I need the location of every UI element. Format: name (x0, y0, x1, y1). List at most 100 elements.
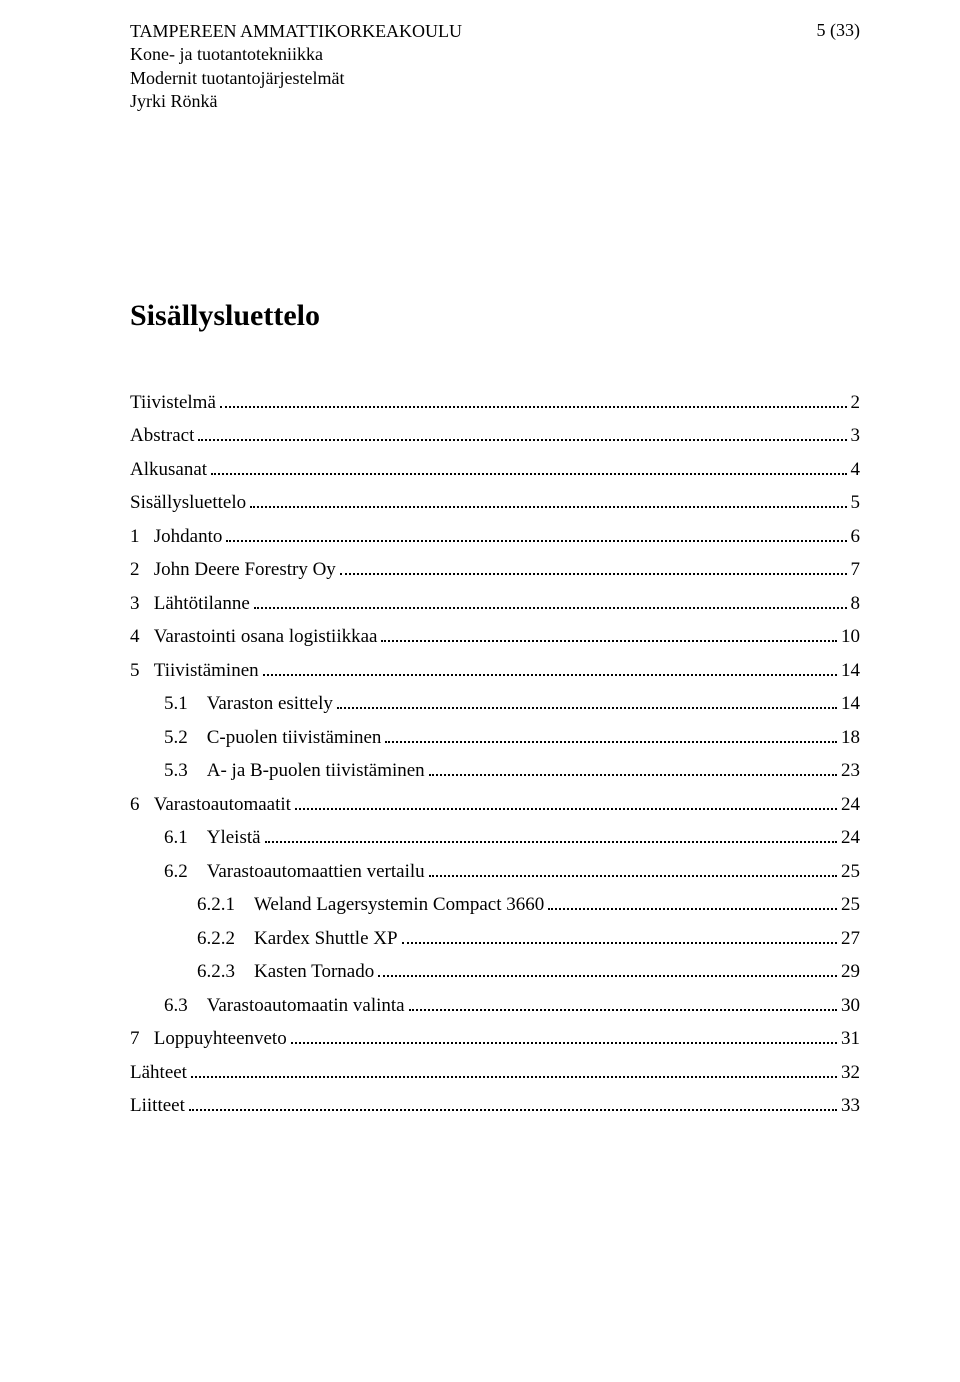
toc-row: Abstract 3 (130, 426, 860, 445)
toc-dot-leader (189, 1099, 837, 1111)
toc-row: 6.1 Yleistä 24 (130, 828, 860, 847)
toc-dot-leader (381, 630, 837, 642)
toc-row: 3 Lähtötilanne8 (130, 594, 860, 613)
toc-entry-label: Abstract (130, 426, 194, 445)
toc-entry-number: 5 (130, 661, 154, 680)
toc-row: 1 Johdanto 6 (130, 527, 860, 546)
toc-entry-page: 14 (841, 694, 860, 713)
toc-entry-label: Yleistä (207, 828, 261, 847)
toc-entry-number: 4 (130, 627, 154, 646)
toc-entry-page: 27 (841, 929, 860, 948)
toc-row: 6 Varastoautomaatit24 (130, 795, 860, 814)
toc-entry-label: Johdanto (154, 527, 223, 546)
toc-entry-number: 6.2.3 (197, 962, 254, 981)
toc-entry-page: 32 (841, 1063, 860, 1082)
toc-row: 7 Loppuyhteenveto 31 (130, 1029, 860, 1048)
table-of-contents: Tiivistelmä2Abstract3Alkusanat4Sisällysl… (130, 393, 860, 1116)
toc-dot-leader (220, 395, 847, 407)
toc-entry-page: 7 (851, 560, 861, 579)
toc-dot-leader (226, 529, 846, 541)
toc-row: 5.1 Varaston esittely 14 (130, 694, 860, 713)
toc-entry-page: 25 (841, 862, 860, 881)
toc-entry-label: A- ja B-puolen tiivistäminen (207, 761, 425, 780)
toc-row: 2 John Deere Forestry Oy7 (130, 560, 860, 579)
toc-row: 5.3 A- ja B-puolen tiivistäminen 23 (130, 761, 860, 780)
toc-dot-leader (265, 831, 837, 843)
toc-entry-number: 5.3 (164, 761, 207, 780)
toc-entry-page: 4 (851, 460, 861, 479)
page-title: Sisällysluettelo (130, 299, 860, 333)
toc-row: 5 Tiivistäminen14 (130, 661, 860, 680)
toc-dot-leader (263, 663, 837, 675)
toc-entry-label: Kasten Tornado (254, 962, 374, 981)
header-institution-block: TAMPEREEN AMMATTIKORKEAKOULU Kone- ja tu… (130, 20, 462, 114)
toc-entry-page: 33 (841, 1096, 860, 1115)
toc-entry-page: 29 (841, 962, 860, 981)
toc-dot-leader (429, 764, 837, 776)
toc-entry-number: 6 (130, 795, 154, 814)
toc-row: 6.2 Varastoautomaattien vertailu 25 (130, 862, 860, 881)
toc-entry-label: Tiivistäminen (154, 661, 259, 680)
toc-entry-number: 7 (130, 1029, 154, 1048)
toc-entry-page: 5 (851, 493, 861, 512)
header-line-4: Jyrki Rönkä (130, 90, 462, 113)
toc-entry-page: 18 (841, 728, 860, 747)
page-header: TAMPEREEN AMMATTIKORKEAKOULU Kone- ja tu… (130, 20, 860, 114)
toc-dot-leader (211, 462, 846, 474)
toc-entry-page: 3 (851, 426, 861, 445)
toc-entry-number: 1 (130, 527, 154, 546)
toc-dot-leader (295, 797, 837, 809)
toc-dot-leader (385, 730, 837, 742)
toc-dot-leader (378, 965, 837, 977)
toc-entry-page: 25 (841, 895, 860, 914)
toc-dot-leader (402, 931, 837, 943)
toc-entry-label: Kardex Shuttle XP (254, 929, 398, 948)
toc-entry-number: 6.2.1 (197, 895, 254, 914)
toc-dot-leader (409, 998, 837, 1010)
toc-entry-number: 3 (130, 594, 154, 613)
toc-row: 4 Varastointi osana logistiikkaa 10 (130, 627, 860, 646)
toc-entry-page: 6 (851, 527, 861, 546)
toc-entry-page: 31 (841, 1029, 860, 1048)
toc-entry-page: 10 (841, 627, 860, 646)
toc-row: 6.2.2 Kardex Shuttle XP 27 (130, 929, 860, 948)
toc-entry-page: 24 (841, 828, 860, 847)
toc-entry-number: 6.1 (164, 828, 207, 847)
toc-entry-page: 23 (841, 761, 860, 780)
toc-entry-label: Varastointi osana logistiikkaa (154, 627, 378, 646)
toc-row: Sisällysluettelo 5 (130, 493, 860, 512)
toc-entry-label: Lähtötilanne (154, 594, 250, 613)
toc-dot-leader (340, 563, 847, 575)
toc-entry-label: Varaston esittely (207, 694, 333, 713)
toc-dot-leader (250, 496, 846, 508)
toc-dot-leader (548, 898, 837, 910)
toc-row: 6.2.1 Weland Lagersystemin Compact 3660 2… (130, 895, 860, 914)
toc-entry-number: 6.3 (164, 996, 207, 1015)
toc-entry-label: Varastoautomaattien vertailu (207, 862, 425, 881)
toc-row: Tiivistelmä2 (130, 393, 860, 412)
toc-entry-label: Liitteet (130, 1096, 185, 1115)
toc-entry-page: 30 (841, 996, 860, 1015)
toc-entry-number: 6.2 (164, 862, 207, 881)
toc-row: 5.2 C-puolen tiivistäminen18 (130, 728, 860, 747)
toc-row: Alkusanat4 (130, 460, 860, 479)
toc-entry-number: 2 (130, 560, 154, 579)
toc-dot-leader (337, 697, 837, 709)
toc-entry-number: 5.1 (164, 694, 207, 713)
toc-dot-leader (429, 864, 837, 876)
toc-row: 6.2.3 Kasten Tornado 29 (130, 962, 860, 981)
toc-entry-label: Weland Lagersystemin Compact 3660 (254, 895, 544, 914)
toc-entry-label: Sisällysluettelo (130, 493, 246, 512)
toc-row: 6.3 Varastoautomaatin valinta30 (130, 996, 860, 1015)
toc-row: Liitteet 33 (130, 1096, 860, 1115)
toc-row: Lähteet 32 (130, 1063, 860, 1082)
toc-dot-leader (191, 1065, 837, 1077)
header-line-1: TAMPEREEN AMMATTIKORKEAKOULU (130, 20, 462, 43)
toc-dot-leader (254, 596, 847, 608)
toc-dot-leader (198, 429, 846, 441)
toc-entry-label: Tiivistelmä (130, 393, 216, 412)
toc-entry-label: Loppuyhteenveto (154, 1029, 287, 1048)
header-line-2: Kone- ja tuotantotekniikka (130, 43, 462, 66)
toc-entry-label: Lähteet (130, 1063, 187, 1082)
toc-entry-number: 6.2.2 (197, 929, 254, 948)
